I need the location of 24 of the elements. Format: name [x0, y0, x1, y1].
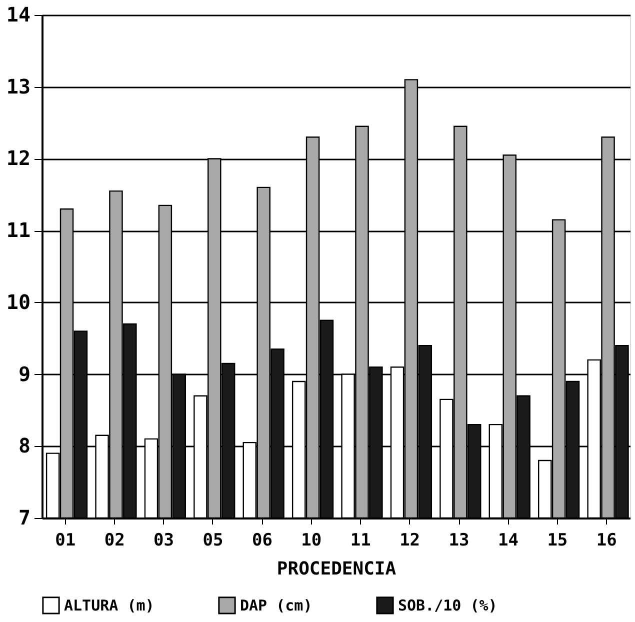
x-axis-title: PROCEDENCIA	[276, 558, 396, 580]
x-tick-label: 13	[448, 530, 470, 550]
y-tick-label: 12	[6, 146, 30, 170]
x-tick-label: 03	[154, 530, 174, 550]
x-tick-label: 11	[350, 530, 371, 550]
y-tick-label: 14	[6, 2, 30, 26]
x-tick-label: 06	[252, 530, 272, 550]
x-tick-label: 01	[55, 530, 76, 550]
x-tick-label: 02	[104, 530, 125, 550]
y-tick-label: 10	[6, 290, 30, 314]
legend-label: SOB./10 (%)	[398, 596, 498, 614]
x-tick-label: 15	[547, 530, 568, 550]
y-tick-label: 11	[6, 218, 30, 242]
x-tick-label: 10	[301, 530, 322, 550]
x-tick-label: 12	[400, 530, 420, 550]
y-tick-label: 7	[18, 506, 30, 530]
y-tick-label: 8	[18, 434, 30, 458]
legend-label: ALTURA (m)	[64, 596, 154, 614]
x-tick-label: 14	[498, 530, 518, 550]
legend-label: DAP (cm)	[240, 596, 312, 614]
x-tick-label: 16	[596, 530, 617, 550]
y-tick-label: 13	[6, 74, 30, 98]
x-tick-label: 05	[202, 530, 224, 550]
y-tick-label: 9	[18, 362, 30, 386]
